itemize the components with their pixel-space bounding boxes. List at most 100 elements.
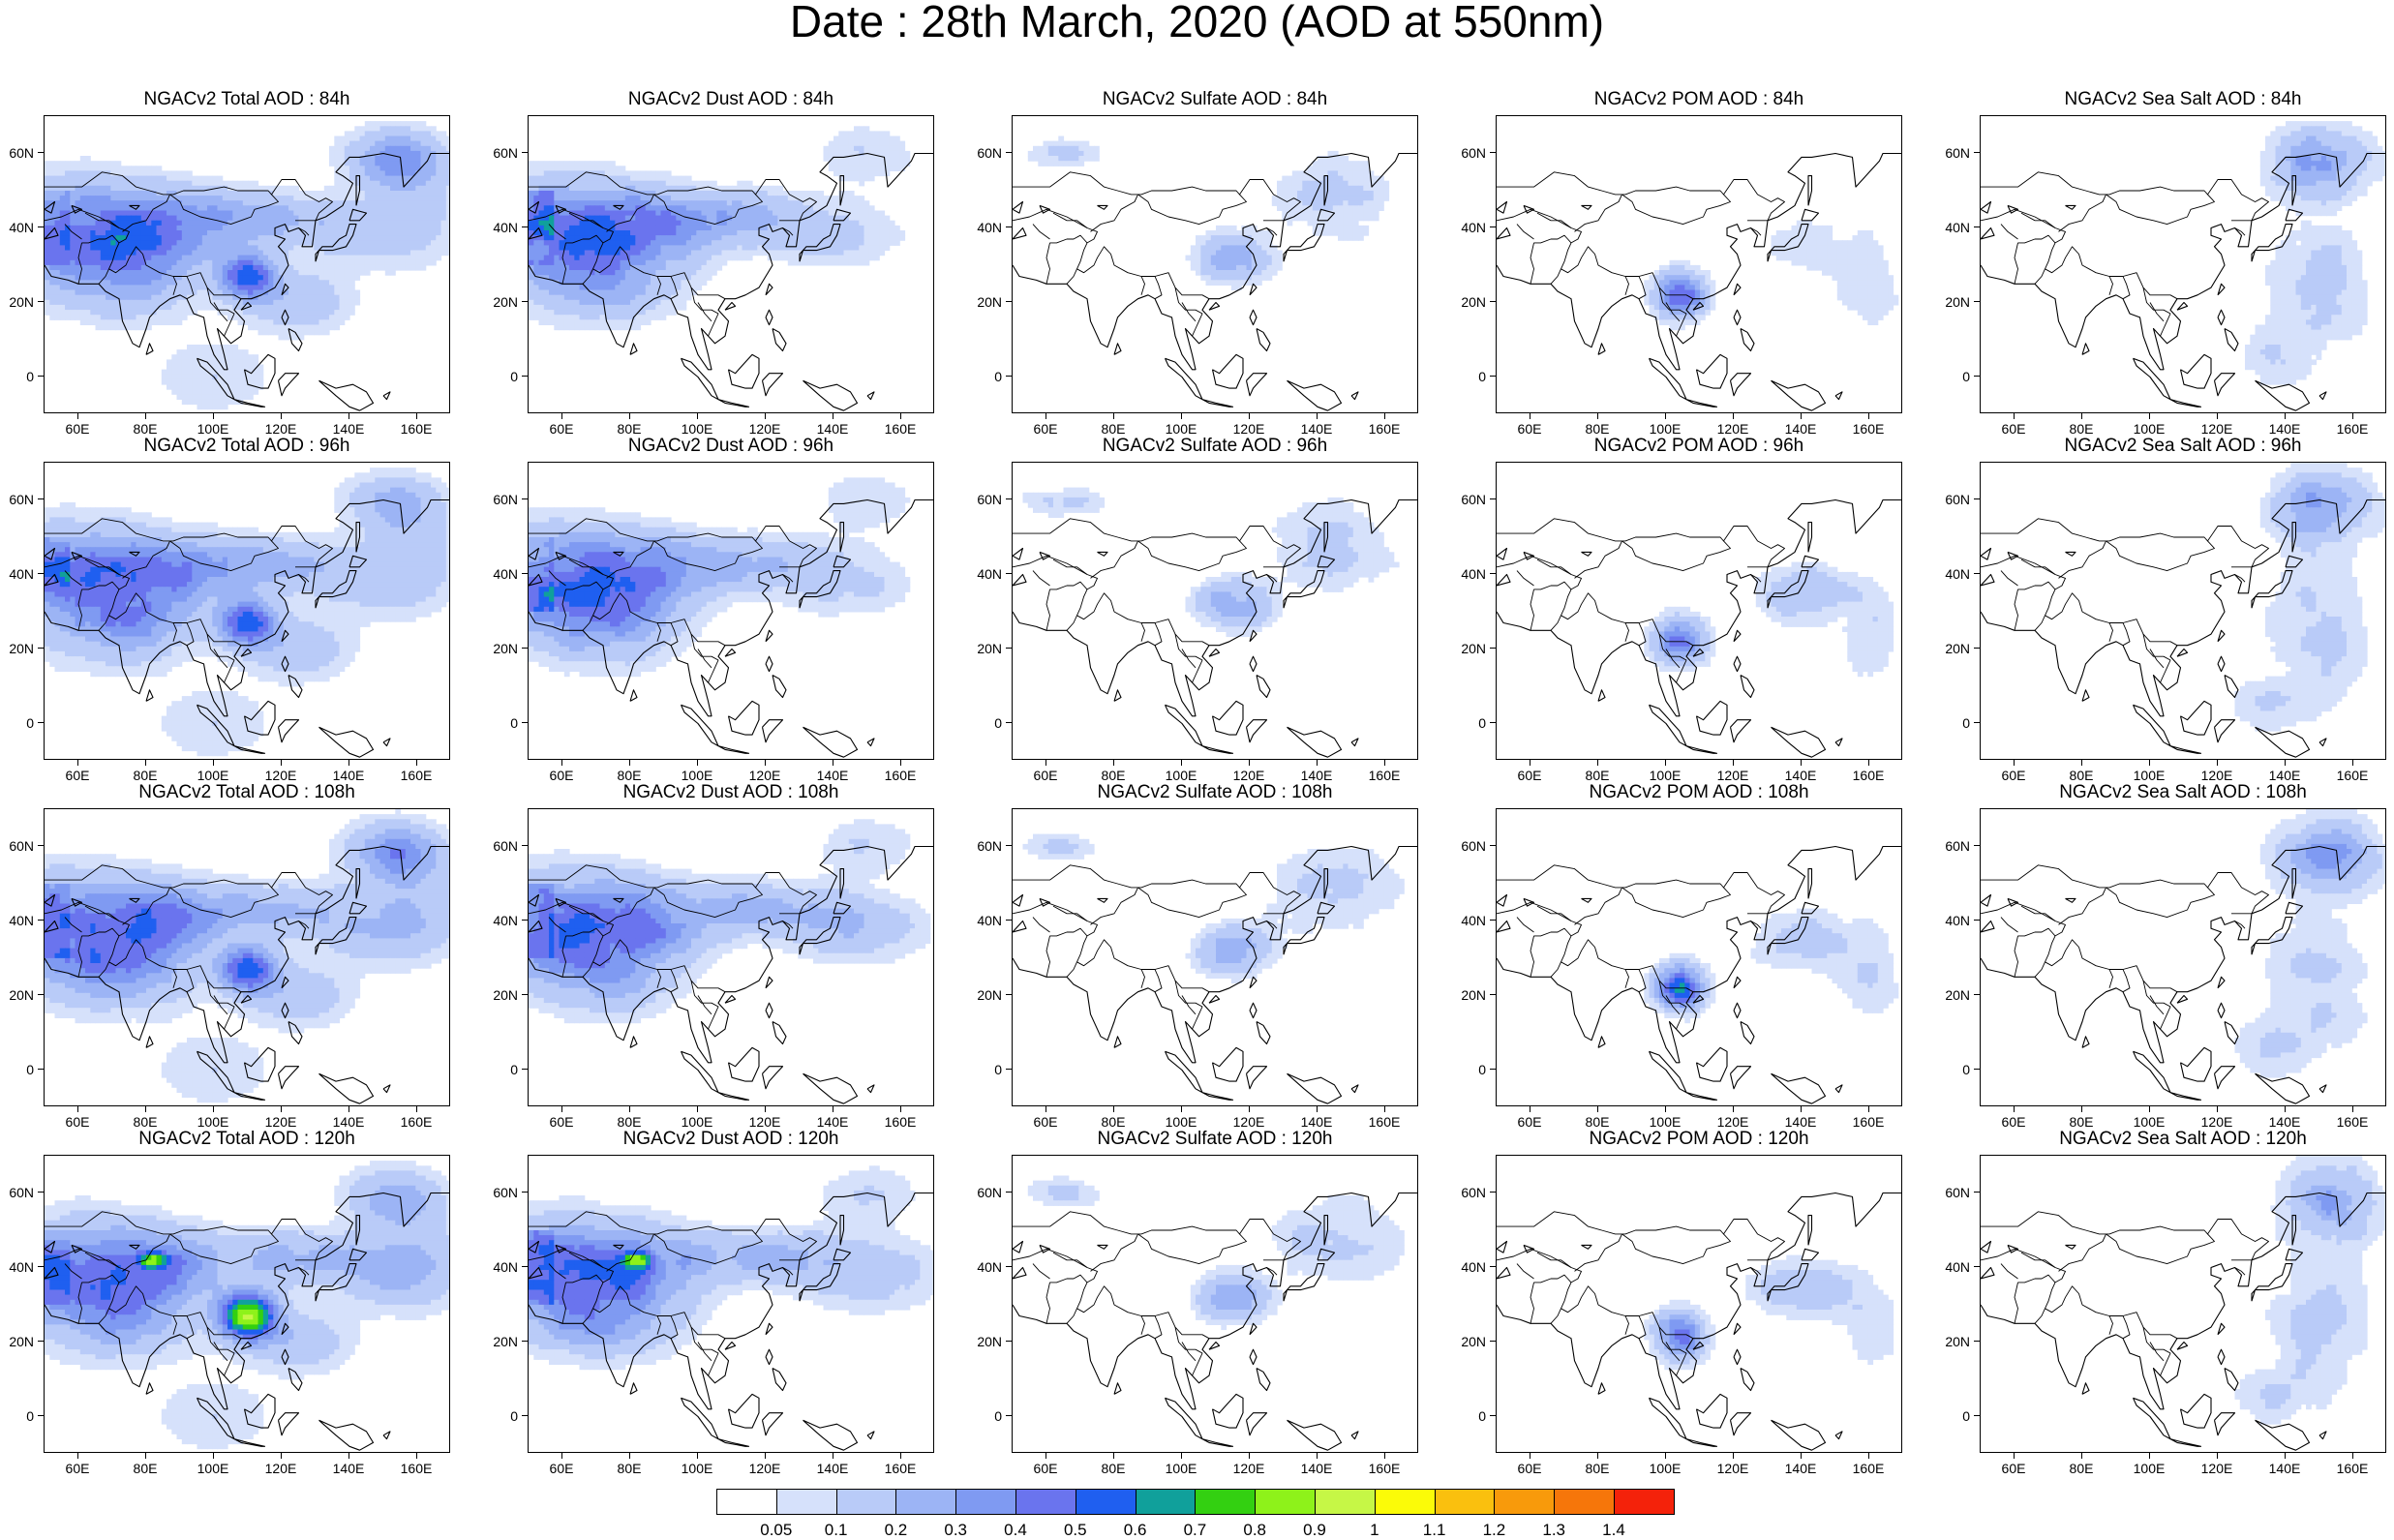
aod-cell (569, 280, 575, 286)
aod-cell (227, 399, 233, 405)
aod-cell (585, 205, 591, 211)
aod-cell (76, 300, 81, 306)
aod-cell (641, 275, 647, 281)
aod-cell (157, 260, 163, 266)
aod-cell (304, 285, 310, 290)
aod-cell (813, 226, 819, 231)
aod-cell (615, 166, 621, 171)
aod-cell (182, 256, 188, 261)
aod-cell (167, 170, 172, 176)
aod-cell (824, 221, 830, 226)
aod-cell (96, 315, 102, 320)
aod-cell (854, 131, 860, 136)
aod-cell (340, 305, 346, 311)
aod-cell (157, 196, 163, 201)
aod-cell (431, 230, 437, 236)
aod-cell (549, 256, 555, 261)
aod-cell (192, 354, 197, 360)
aod-cell (141, 170, 147, 176)
aod-cell (1078, 161, 1084, 166)
aod-cell (864, 256, 870, 261)
aod-cell (655, 305, 661, 311)
aod-cell (564, 280, 570, 286)
aod-cell (569, 216, 575, 222)
aod-cell (554, 245, 560, 251)
aod-cell (671, 235, 677, 241)
aod-cell (243, 285, 249, 290)
aod-cell (539, 290, 545, 296)
aod-cell (574, 186, 580, 192)
aod-cell (436, 245, 441, 251)
aod-cell (446, 230, 450, 236)
aod-cell (187, 365, 193, 371)
aod-cell (1292, 191, 1298, 196)
aod-cell (849, 230, 855, 236)
aod-cell (192, 181, 197, 187)
aod-cell (334, 260, 340, 266)
aod-cell (65, 270, 71, 276)
aod-cell (879, 216, 885, 222)
aod-cell (238, 394, 244, 400)
aod-cell (869, 251, 875, 257)
aod-cell (757, 211, 763, 217)
aod-cell (345, 305, 350, 311)
aod-cell (65, 170, 71, 176)
aod-cell (676, 181, 682, 187)
aod-cell (625, 235, 631, 241)
aod-cell (712, 216, 717, 222)
aod-cell (824, 216, 830, 222)
aod-cell (635, 181, 641, 187)
aod-cell (136, 325, 142, 331)
aod-cell (146, 300, 152, 306)
aod-cell (212, 211, 218, 217)
map-outline (718, 400, 749, 408)
aod-cell (879, 131, 885, 136)
aod-cell (869, 166, 875, 171)
aod-cell (890, 166, 895, 171)
aod-cell (854, 251, 860, 257)
aod-cell (441, 196, 447, 201)
aod-cell (1089, 156, 1095, 162)
aod-cell (569, 196, 575, 201)
aod-cell (218, 256, 224, 261)
aod-cell (131, 300, 136, 306)
x-tick-label: 140E (817, 421, 849, 437)
aod-cell (293, 325, 299, 331)
aod-cell (539, 221, 545, 226)
aod-cell (192, 300, 197, 306)
aod-cell (182, 389, 188, 395)
aod-cell (529, 166, 534, 171)
aod-cell (55, 170, 61, 176)
aod-cell (340, 295, 346, 301)
aod-cell (329, 216, 335, 222)
aod-cell (727, 226, 733, 231)
aod-cell (549, 315, 555, 320)
aod-cell (131, 270, 136, 276)
aod-cell (569, 186, 575, 192)
aod-cell (385, 240, 391, 246)
aod-cell (60, 290, 66, 296)
aod-cell (340, 226, 346, 231)
aod-cell (859, 205, 864, 211)
aod-cell (70, 265, 76, 271)
aod-cell (641, 221, 647, 226)
aod-cell (329, 290, 335, 296)
aod-cell (569, 325, 575, 331)
aod-cell (258, 200, 264, 206)
aod-cell (529, 196, 534, 201)
aod-cell (605, 166, 611, 171)
aod-cell (121, 181, 127, 187)
aod-cell (202, 196, 208, 201)
aod-cell (349, 161, 355, 166)
aod-cell (757, 230, 763, 236)
aod-cell (85, 275, 91, 281)
aod-cell (49, 300, 55, 306)
aod-cell (1302, 176, 1308, 182)
aod-cell (539, 181, 545, 187)
aod-cell (1058, 156, 1064, 162)
aod-cell (415, 216, 421, 222)
aod-cell (630, 221, 636, 226)
aod-cell (106, 310, 111, 316)
aod-cell (803, 226, 809, 231)
aod-cell (691, 265, 697, 271)
